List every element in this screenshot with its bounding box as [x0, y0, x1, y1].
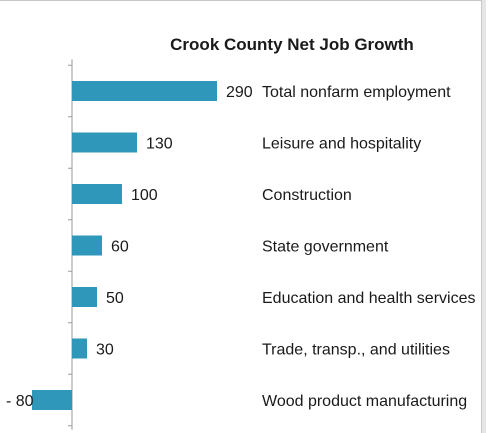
category-label: State government — [262, 239, 389, 256]
axis-layer — [68, 59, 73, 430]
bar — [72, 338, 87, 359]
bar — [72, 184, 122, 204]
category-label: Leisure and hospitality — [262, 136, 421, 153]
data-label: 60 — [111, 239, 129, 256]
bars-layer — [32, 81, 217, 410]
chart-title: Crook County Net Job Growth — [170, 35, 414, 54]
category-label: Total nonfarm employment — [262, 84, 451, 101]
data-label: 50 — [106, 290, 124, 307]
category-label: Wood product manufacturing — [262, 393, 467, 410]
labels-layer: 290 Total nonfarm employment 130 Leisure an… — [6, 84, 475, 410]
data-label: 130 — [146, 136, 173, 153]
category-label: Education and health services — [262, 290, 475, 307]
data-label: 290 — [226, 84, 253, 101]
category-label: Trade, transp., and utilities — [262, 342, 450, 359]
data-label: 30 — [96, 342, 114, 359]
bar — [72, 235, 102, 256]
bar — [32, 390, 72, 410]
data-label: 100 — [131, 187, 158, 204]
data-label: - 80 — [6, 393, 34, 410]
bar — [72, 81, 217, 101]
bar — [72, 287, 97, 307]
category-label: Construction — [262, 187, 352, 204]
bar — [72, 132, 137, 153]
